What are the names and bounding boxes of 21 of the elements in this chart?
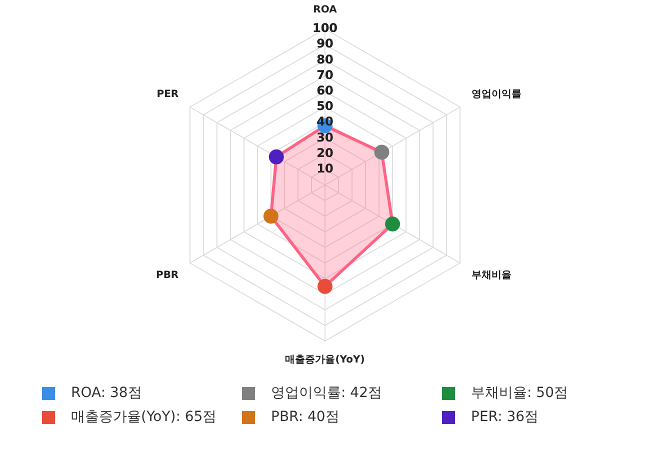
spoke-label: PER [156, 89, 179, 100]
y-tick-label: 10 [316, 162, 334, 176]
spoke-label: PBR [156, 270, 179, 282]
text: 매출증가율(YoY): 65점 [71, 409, 217, 425]
spoke-label: 매출증가율(YoY) [285, 354, 365, 366]
spoke-label: ROA [313, 4, 338, 16]
y-tick-label: 50 [316, 99, 334, 114]
y-tick-label: 30 [316, 130, 334, 144]
text: PBR: 40점 [271, 409, 340, 425]
spoke-label: 영업이익률 [471, 89, 522, 100]
text: 영업이익률: 42점 [271, 385, 382, 401]
text: PER: 36점 [471, 409, 539, 425]
text: ROA: 38점 [71, 385, 142, 401]
text: 부채비율: 50점 [471, 385, 568, 401]
y-tick-label: 90 [316, 36, 334, 51]
y-tick-label: 100 [312, 21, 338, 36]
spoke-label: 부채비율 [471, 270, 512, 282]
y-tick-label: 70 [316, 68, 334, 82]
y-tick-label: 80 [316, 52, 334, 66]
y-tick-label: 60 [316, 84, 334, 98]
y-tick-label: 20 [316, 146, 334, 160]
